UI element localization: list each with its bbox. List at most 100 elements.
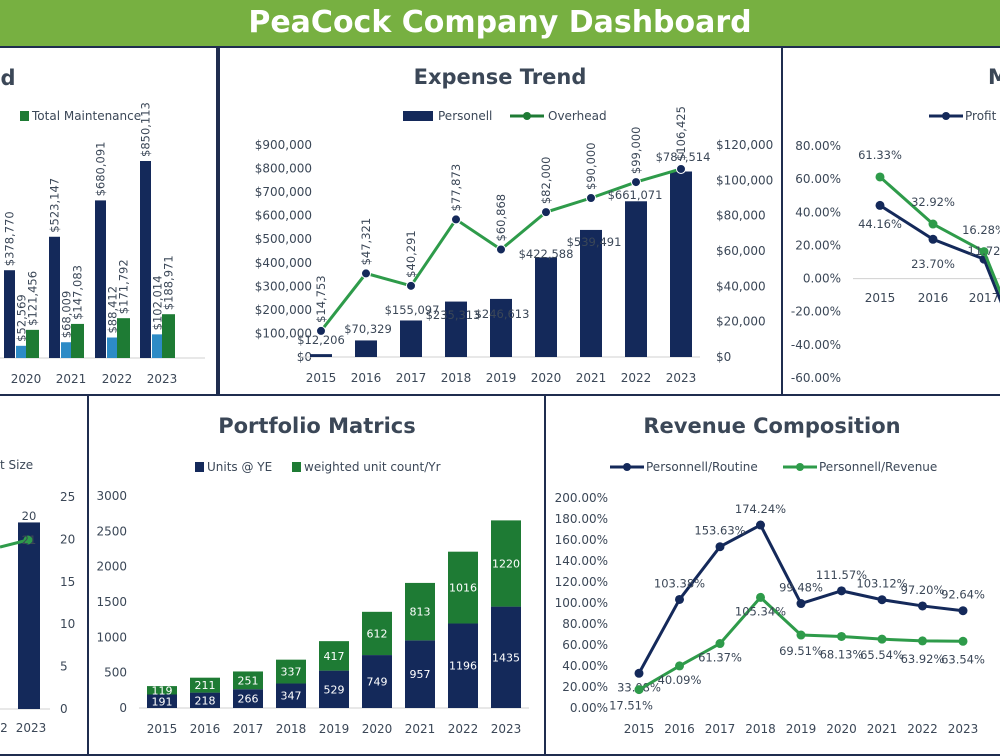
size-line-label: 21 [22, 533, 37, 547]
maintenance-bar [4, 270, 15, 358]
y-tick-label: 25 [60, 490, 75, 504]
revenue-point [756, 592, 765, 602]
maintenance-bar [49, 236, 60, 358]
y-tick-label: 80.00% [795, 139, 841, 153]
personell-data-label: $787,514 [656, 150, 711, 164]
y-tick-label: 1000 [96, 630, 127, 644]
maintenance-panel: d Total Maintenance 2020 $378,770 $52,569 $12… [0, 46, 218, 396]
x-tick-label: 2018 [441, 371, 472, 385]
revenue-point [918, 636, 927, 646]
legend-label-personell: Personell [438, 109, 492, 123]
legend-swatch-profit-marker [942, 112, 950, 120]
y-left-tick-label: $700,000 [255, 185, 312, 199]
weighted-bar [405, 582, 435, 641]
revenue-point [837, 586, 846, 596]
legend-swatch-units [195, 462, 204, 472]
x-tick-label: 2015 [624, 722, 655, 736]
legend-swatch-overhead-marker [523, 112, 531, 120]
personell-bar [670, 171, 692, 357]
units-bar [147, 694, 177, 708]
maintenance-chart: d Total Maintenance 2020 $378,770 $52,569$12… [0, 66, 205, 386]
y-tick-label: 500 [104, 666, 127, 680]
x-tick-label: 2020 [11, 372, 42, 386]
size-line [0, 538, 29, 549]
revenue-data-label: 63.54% [941, 652, 985, 666]
legend-swatch-routine-marker [623, 463, 631, 471]
x-tick-label: 2020 [531, 371, 562, 385]
revenue-composition-chart: Revenue Composition Personnell/Routine Per… [555, 414, 985, 736]
units-bar [190, 692, 220, 708]
y-right-tick-label: $80,000 [716, 209, 766, 223]
personell-data-label: $422,588 [519, 247, 574, 261]
y-tick-label: 200.00% [555, 491, 608, 505]
revenue-data-label: 69.51% [779, 644, 823, 658]
maintenance-bar [71, 323, 84, 358]
margin-title: M [988, 65, 1000, 89]
y-tick-label: -60.00% [791, 371, 841, 385]
data-label: $378,770 [3, 211, 17, 266]
dashboard-title: PeaCock Company Dashboard [0, 0, 1000, 46]
size-bar-label: 20 [22, 509, 37, 523]
y-left-tick-label: $800,000 [255, 162, 312, 176]
units-data-label: 347 [281, 690, 302, 703]
y-left-tick-label: $200,000 [255, 303, 312, 317]
weighted-data-label: 417 [324, 650, 345, 663]
overhead-data-label: $99,000 [629, 127, 643, 175]
legend-swatch-weighted [292, 462, 301, 472]
overhead-point [361, 268, 371, 279]
data-label: $88,412 [106, 286, 120, 334]
y-tick-label: 60.00% [795, 172, 841, 186]
weighted-bar [319, 641, 349, 671]
x-tick-label: 2015 [147, 722, 178, 736]
maintenance-bar [107, 337, 118, 358]
units-bar [405, 640, 435, 708]
weighted-data-label: 612 [367, 627, 388, 640]
data-label: $121,456 [26, 271, 40, 326]
y-tick-label: 140.00% [555, 554, 608, 568]
margin-point [928, 219, 938, 229]
units-data-label: 957 [410, 668, 431, 681]
profit-data-label: 44.16% [858, 217, 902, 231]
revenue-data-label: 97.20% [901, 583, 945, 597]
weighted-bar [448, 551, 478, 624]
profit-data-label: 23.70% [911, 257, 955, 271]
portfolio-matrics-panel: Portfolio Matrics Units @ YE weighted unit… [87, 394, 546, 756]
maintenance-bar [162, 314, 175, 358]
overhead-point [541, 207, 551, 218]
revenue-point [715, 542, 725, 552]
margin-point [979, 247, 989, 257]
data-label: $171,792 [117, 259, 131, 314]
weighted-bar [233, 671, 263, 690]
revenue-data-label: 63.92% [901, 652, 945, 666]
margin-data-label: 16.28% [962, 223, 1000, 237]
x-tick-label: 2023 [147, 372, 178, 386]
maintenance-bar [61, 342, 72, 358]
y-tick-label: 15 [60, 575, 75, 589]
y-tick-label: 120.00% [555, 575, 608, 589]
revenue-data-label: 111.57% [816, 568, 867, 582]
overhead-point [586, 193, 596, 203]
revenue-title: Revenue Composition [643, 414, 900, 438]
size-bar [18, 522, 40, 709]
units-bar [362, 655, 392, 708]
x-tick-label: 2018 [745, 722, 776, 736]
units-bar [491, 606, 521, 708]
revenue-point [837, 631, 846, 641]
portfolio-matrics-chart: Portfolio Matrics Units @ YE weighted unit… [96, 414, 529, 736]
overhead-data-label: $82,000 [539, 157, 553, 205]
revenue-point [877, 595, 887, 605]
x-tick-label: 2016 [918, 291, 949, 305]
personell-bar [490, 298, 512, 357]
x-tick-label: 2020 [826, 722, 857, 736]
revenue-data-label: 174.24% [735, 502, 786, 516]
y-right-tick-label: $100,000 [716, 173, 773, 187]
y-tick-label: 60.00% [562, 638, 608, 652]
data-label: $523,147 [48, 178, 62, 233]
x-tick-label: 2016 [664, 722, 695, 736]
x-tick-label: 2018 [276, 722, 307, 736]
units-data-label: 191 [152, 695, 173, 708]
personell-bar [580, 229, 602, 357]
weighted-data-label: 337 [281, 666, 302, 679]
x-tick-label: 2016 [190, 722, 221, 736]
overhead-point [496, 244, 506, 255]
